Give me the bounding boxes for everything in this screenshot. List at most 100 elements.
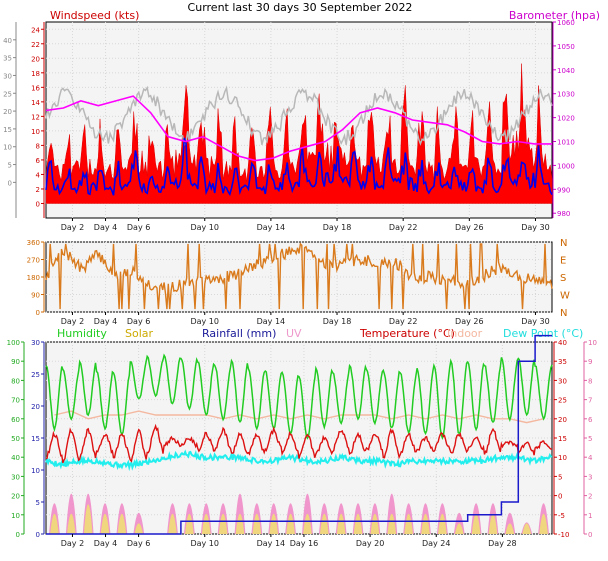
legend-entry: Humidity [57,327,107,340]
rain-tick-label: 0 [36,531,40,539]
panel1-xtick-label: Day 14 [257,223,286,232]
uv-tick-label: 8 [588,377,592,385]
uv-tick-label: 0 [588,531,592,539]
solar-day-mark [438,513,447,534]
legend-entry: Indoor [447,327,483,340]
panel3-xtick-label: Day 20 [356,539,385,548]
uv-tick-label: 7 [588,397,592,405]
solar-day-mark [454,523,464,534]
solar-day-mark [269,513,279,534]
humidity-tick-label: 50 [11,435,20,443]
temperature-tick-label: 0 [558,493,562,501]
wind-tick-label: 24 [31,26,40,34]
direction-tick-label: 270 [27,257,40,265]
solar-day-mark [185,513,194,534]
legend-entry: Dew Point (°C) [503,327,583,340]
direction-tick-label: 360 [27,239,40,247]
wind-tick-label: 0 [36,200,40,208]
panel1-xtick-label: Day 30 [521,223,550,232]
panel1-series [45,63,553,204]
solar-day-mark [404,513,413,534]
solar-day-mark [117,513,127,534]
temperature-tick-label: 30 [558,377,567,385]
solar-day-mark [235,513,245,534]
panel1-xtick-label: Day 6 [127,223,150,232]
panel3-xtick-label: Day 28 [488,539,517,548]
humidity-tick-label: 10 [11,512,20,520]
solar-day-mark [134,523,144,534]
panel2-xtick-label: Day 14 [257,317,286,326]
humidity-tick-label: 60 [11,416,20,424]
wind-far-tick-label: 40 [3,37,12,45]
solar-day-mark [421,513,430,534]
solar-day-mark [522,523,532,534]
panel3-legend: Humidity Solar Rainfall (mm) UV Temperature … [57,327,583,340]
baro-tick-label: 980 [557,210,570,218]
wind-tick-label: 12 [31,113,40,121]
uv-tick-label: 9 [588,358,592,366]
legend-entry: Rainfall (mm) [202,327,276,340]
humidity-tick-label: 30 [11,473,20,481]
temperature-tick-label: 20 [558,416,567,424]
wind-tick-label: 16 [31,84,40,92]
panel2-xtick-label: Day 30 [521,317,550,326]
panel1-xtick-label: Day 22 [389,223,418,232]
panel3-xtick-label: Day 4 [94,539,117,548]
wind-tick-label: 20 [31,55,40,63]
humidity-series [45,353,553,441]
panel3-xtick-label: Day 16 [290,539,319,548]
solar-day-mark [50,513,59,534]
solar-day-mark [286,513,295,534]
baro-tick-label: 990 [557,186,570,194]
compass-label: N [560,308,567,319]
solar-day-mark [66,513,76,534]
panel-wind-barometer: Windspeed (kts) Barometer (hpa) 02468101… [3,9,600,232]
solar-day-mark [303,513,312,534]
panel2-series [45,242,553,310]
panel1-xtick-label: Day 26 [455,223,484,232]
panel3-xtick-label: Day 14 [257,539,286,548]
baro-tick-label: 1010 [557,139,575,147]
panel1-xtick-label: Day 4 [94,223,117,232]
panel2-xtick-label: Day 4 [94,317,117,326]
compass-label: N [560,238,567,249]
uv-tick-label: 10 [588,339,597,347]
baro-tick-label: 1030 [557,91,575,99]
wind-tick-label: 18 [31,70,40,78]
wind-tick-label: 8 [36,142,40,150]
rain-tick-label: 25 [31,371,40,379]
wind-tick-label: 22 [31,41,40,49]
uv-tick-label: 2 [588,493,592,501]
baro-tick-label: 1000 [557,162,575,170]
solar-day-mark [539,513,548,534]
wind-average-series [45,137,553,197]
windspeed-axis-label: Windspeed (kts) [50,9,139,22]
panel1-xtick-label: Day 18 [323,223,352,232]
uv-tick-label: 5 [588,435,592,443]
wind-far-tick-label: 25 [3,90,12,98]
panel2-xtick-label: Day 26 [455,317,484,326]
panel3-xtick-label: Day 6 [127,539,150,548]
wind-far-tick-label: 35 [3,55,12,63]
rainfall-series [46,334,552,535]
panel3-xtick-label: Day 24 [422,539,451,548]
humidity-tick-label: 70 [11,397,20,405]
legend-entry: UV [286,327,302,340]
temperature-tick-label: -5 [558,512,565,520]
panel2-xtick-label: Day 18 [323,317,352,326]
uv-tick-label: 1 [588,512,592,520]
solar-day-mark [353,513,363,534]
solar-day-mark [83,504,93,534]
solar-day-mark [505,523,515,534]
solar-day-mark [100,513,110,534]
solar-day-mark [319,513,329,534]
wind-direction-series [45,242,553,310]
panel3-axes: 0102030405060708090100051015202530-10-50… [7,339,597,548]
baro-tick-label: 1040 [557,67,575,75]
temperature-series [45,423,552,464]
humidity-tick-label: 80 [11,377,20,385]
solar-day-mark [201,513,211,534]
direction-tick-label: 0 [36,309,40,317]
panel3-series [45,334,553,535]
